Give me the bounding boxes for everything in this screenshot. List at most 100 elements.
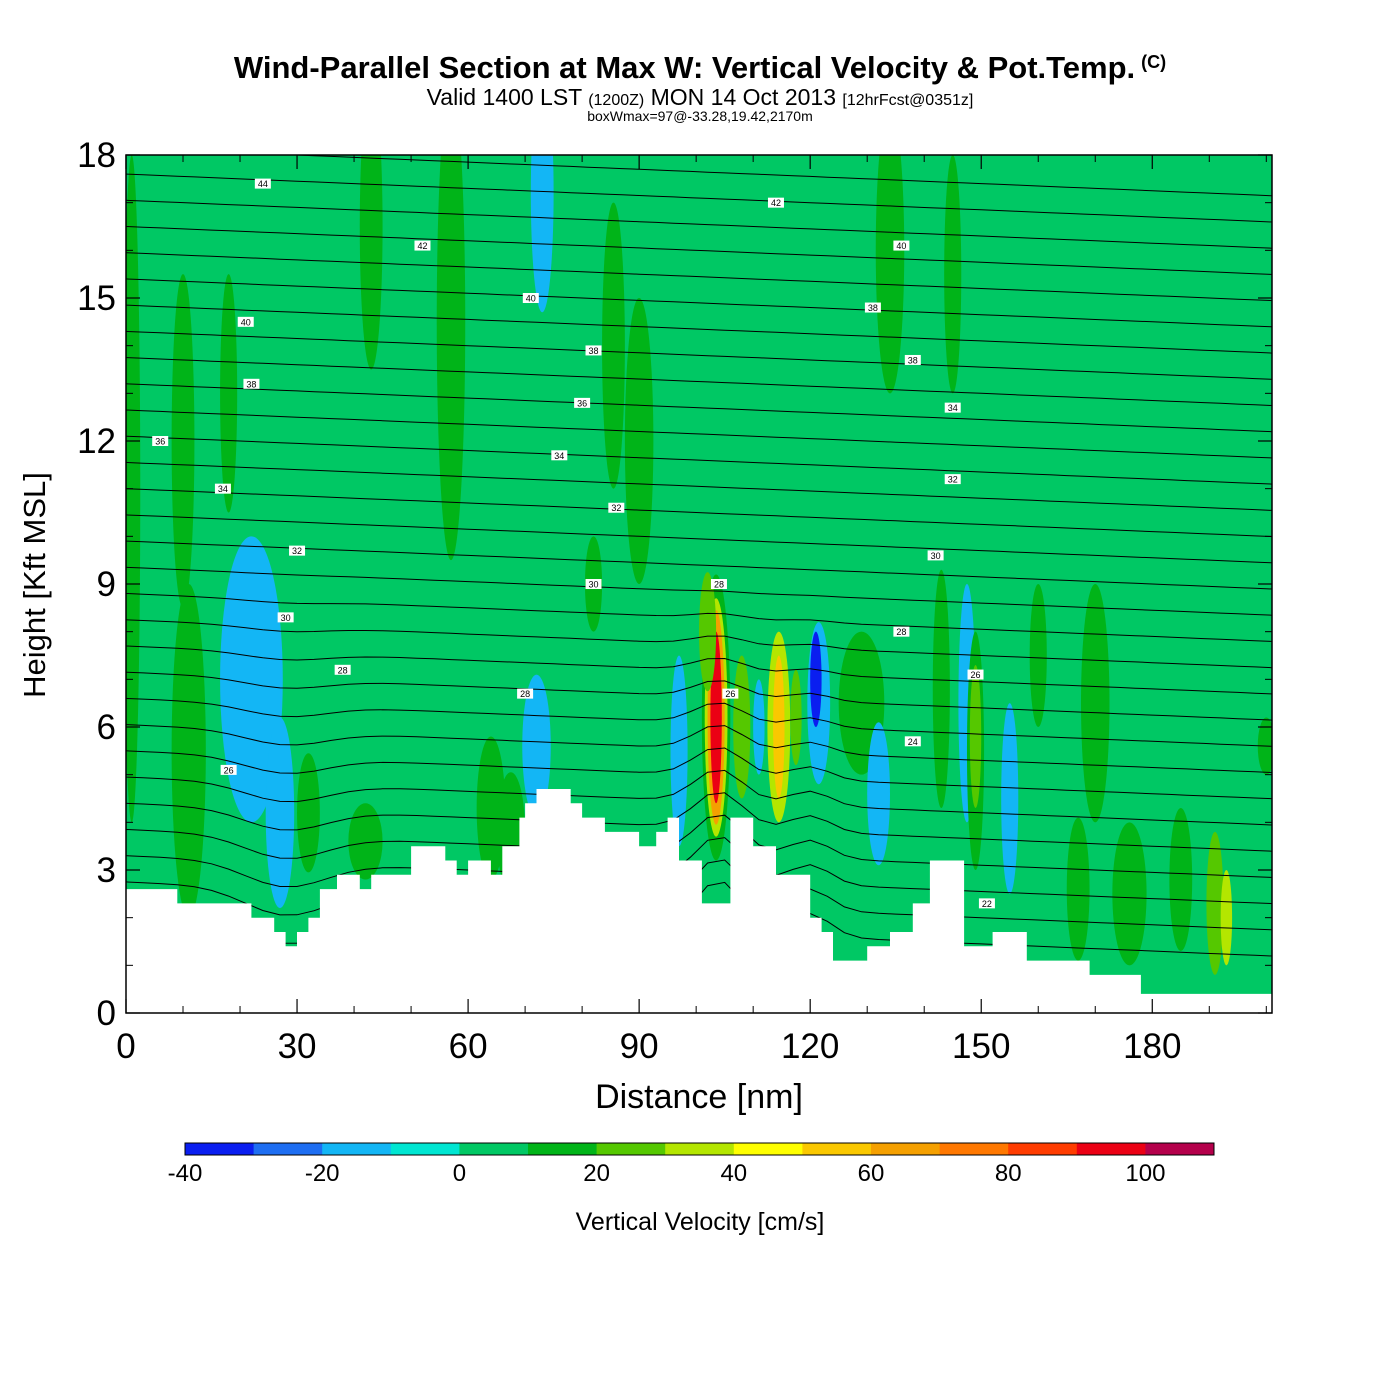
velocity-cell bbox=[790, 669, 802, 766]
colorbar-swatch bbox=[322, 1143, 392, 1155]
colorbar-swatch bbox=[459, 1143, 529, 1155]
isentrope-label-text: 26 bbox=[725, 689, 735, 699]
isentrope-label-text: 30 bbox=[589, 580, 599, 590]
isentrope-labels: 44 42 42 40 40 40 38 38 38 38 36 34 36 34 32 34 32 32 30 30… bbox=[152, 178, 995, 909]
colorbar-tick-label: 80 bbox=[995, 1160, 1022, 1187]
chart-title: Wind-Parallel Section at Max W: Vertical… bbox=[233, 50, 1167, 85]
isentrope-label: 38 bbox=[904, 354, 921, 365]
isentrope-label: 42 bbox=[767, 197, 784, 208]
colorbar-swatch bbox=[185, 1143, 255, 1155]
isentrope-line bbox=[126, 814, 1272, 878]
x-tick-label: 30 bbox=[278, 1027, 317, 1066]
isentrope-line bbox=[126, 724, 1272, 773]
velocity-cell bbox=[875, 155, 905, 394]
isentrope-label-text: 30 bbox=[281, 613, 291, 623]
isentrope-label: 38 bbox=[243, 378, 260, 389]
velocity-cell bbox=[773, 655, 785, 799]
isentrope-label: 26 bbox=[220, 764, 237, 775]
isentrope-line bbox=[126, 409, 1272, 459]
colorbar-tick-label: 0 bbox=[453, 1160, 466, 1187]
isentrope-label-text: 32 bbox=[611, 503, 621, 513]
isentrope-line bbox=[126, 619, 1272, 669]
colorbar-tick-label: -40 bbox=[168, 1160, 203, 1187]
colorbar-swatch bbox=[939, 1143, 1009, 1155]
isentrope-label-text: 42 bbox=[417, 241, 427, 251]
isentrope-label: 28 bbox=[893, 626, 910, 637]
velocity-cell bbox=[699, 572, 717, 692]
isentrope-line bbox=[126, 593, 1272, 642]
isentrope-label: 24 bbox=[904, 736, 921, 747]
isentrope-label-text: 40 bbox=[526, 294, 536, 304]
colorbar-tick-label: -20 bbox=[305, 1160, 340, 1187]
velocity-cell bbox=[810, 631, 822, 727]
terrain bbox=[126, 789, 1272, 1013]
isentropes bbox=[126, 155, 1272, 957]
isentrope-label-text: 24 bbox=[908, 737, 918, 747]
colorbar-tick-label: 100 bbox=[1125, 1160, 1165, 1187]
velocity-cell bbox=[1220, 870, 1233, 966]
isentrope-line bbox=[126, 304, 1272, 354]
y-tick-label: 6 bbox=[97, 708, 116, 747]
colorbar-tick-label: 60 bbox=[858, 1160, 885, 1187]
velocity-cells bbox=[126, 155, 1272, 975]
isentrope-label-text: 28 bbox=[520, 689, 530, 699]
isentrope-line bbox=[126, 461, 1272, 511]
isentrope-label: 30 bbox=[927, 550, 944, 561]
isentrope-label-text: 28 bbox=[896, 627, 906, 637]
velocity-cell bbox=[297, 753, 320, 873]
colorbar-swatch bbox=[1076, 1143, 1146, 1155]
isentrope-label: 28 bbox=[710, 579, 727, 590]
isentrope-line bbox=[126, 769, 1272, 826]
velocity-cell bbox=[265, 717, 295, 909]
velocity-cell bbox=[867, 722, 890, 866]
isentrope-label-text: 34 bbox=[554, 451, 564, 461]
isentrope-line bbox=[126, 792, 1272, 852]
chart-subtitle: Valid 1400 LST (1200Z) MON 14 Oct 2013 [… bbox=[426, 84, 974, 110]
isentrope-label-text: 32 bbox=[292, 546, 302, 556]
isentrope-line bbox=[126, 566, 1272, 616]
isentrope-label: 30 bbox=[585, 579, 602, 590]
velocity-cell bbox=[530, 155, 554, 313]
y-tick-label: 0 bbox=[97, 994, 116, 1033]
x-tick-label: 180 bbox=[1123, 1027, 1181, 1066]
isentrope-line bbox=[126, 383, 1272, 433]
isentrope-label: 40 bbox=[522, 293, 539, 304]
isentrope-line bbox=[126, 837, 1272, 905]
colorbar-swatch bbox=[596, 1143, 666, 1155]
velocity-cell bbox=[1112, 822, 1147, 966]
isentrope-label-text: 26 bbox=[971, 670, 981, 680]
colorbar-swatch bbox=[802, 1143, 872, 1155]
isentrope-label: 32 bbox=[944, 474, 961, 485]
isentrope-label: 38 bbox=[864, 302, 881, 313]
velocity-cell bbox=[171, 274, 195, 608]
velocity-cell bbox=[602, 202, 625, 489]
isentrope-label-text: 38 bbox=[589, 346, 599, 356]
isentrope-line bbox=[284, 155, 1272, 197]
isentrope-label: 32 bbox=[289, 545, 306, 556]
isentrope-label: 26 bbox=[967, 669, 984, 680]
velocity-cell bbox=[753, 679, 765, 775]
isentrope-label: 30 bbox=[277, 612, 294, 623]
isentrope-label: 34 bbox=[551, 450, 568, 461]
isentrope-line bbox=[126, 488, 1272, 538]
isentrope-label-text: 40 bbox=[896, 241, 906, 251]
isentrope-line bbox=[126, 540, 1272, 590]
velocity-cell bbox=[624, 298, 654, 584]
isentrope-label: 28 bbox=[517, 688, 534, 699]
isentrope-label-text: 28 bbox=[714, 580, 724, 590]
y-axis-label: Height [Kft MSL] bbox=[17, 472, 52, 698]
colorbar-swatch bbox=[733, 1143, 803, 1155]
velocity-cell bbox=[944, 155, 962, 394]
isentrope-label: 34 bbox=[944, 402, 961, 413]
velocity-cell bbox=[1081, 584, 1110, 823]
colorbar-tick-label: 20 bbox=[583, 1160, 610, 1187]
x-tick-label: 60 bbox=[449, 1027, 488, 1066]
isentrope-label-text: 34 bbox=[218, 484, 228, 494]
colorbar-frame bbox=[184, 1142, 1215, 1156]
velocity-cell bbox=[171, 584, 206, 918]
isentrope-label: 44 bbox=[254, 178, 271, 189]
isentrope-label-text: 38 bbox=[246, 379, 256, 389]
isentrope-label: 28 bbox=[334, 664, 351, 675]
